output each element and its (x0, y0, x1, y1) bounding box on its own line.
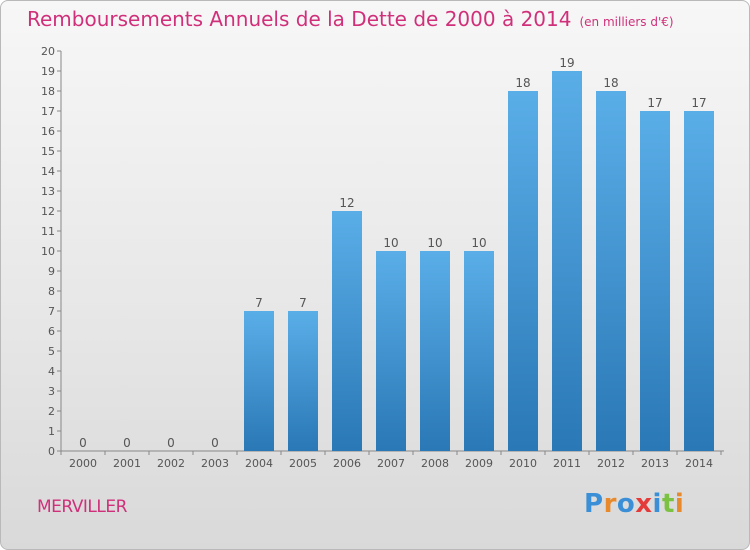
y-tick-label: 9 (48, 265, 55, 278)
x-tick-label: 2011 (553, 457, 581, 470)
bar (376, 251, 406, 451)
y-tick-label: 2 (48, 405, 55, 418)
x-tick-label: 2001 (113, 457, 141, 470)
y-tick-label: 18 (41, 85, 55, 98)
x-tick-label: 2012 (597, 457, 625, 470)
town-name: MERVILLER (37, 497, 127, 517)
bar (464, 251, 494, 451)
data-label: 18 (603, 76, 618, 90)
bar (596, 91, 626, 451)
x-tick-label: 2008 (421, 457, 449, 470)
logo-letter: t (661, 489, 675, 519)
y-tick-label: 20 (41, 45, 55, 58)
bar (640, 111, 670, 451)
x-tick-label: 2006 (333, 457, 361, 470)
y-tick-label: 15 (41, 145, 55, 158)
y-tick-label: 11 (41, 225, 55, 238)
x-tick-label: 2002 (157, 457, 185, 470)
x-tick-label: 2013 (641, 457, 669, 470)
x-tick-label: 2007 (377, 457, 405, 470)
data-label: 12 (339, 196, 354, 210)
y-tick-label: 12 (41, 205, 55, 218)
bar (332, 211, 362, 451)
bar (684, 111, 714, 451)
chart-unit: (en milliers d'€) (579, 15, 674, 29)
y-tick-label: 13 (41, 185, 55, 198)
x-tick-label: 2004 (245, 457, 273, 470)
data-label: 7 (255, 296, 263, 310)
data-label: 17 (647, 96, 662, 110)
x-tick-label: 2009 (465, 457, 493, 470)
data-label: 19 (559, 56, 574, 70)
bar (508, 91, 538, 451)
y-tick-label: 5 (48, 345, 55, 358)
data-label: 17 (691, 96, 706, 110)
logo-letter: i (652, 489, 662, 519)
logo-letter: P (584, 489, 604, 519)
data-label: 7 (299, 296, 307, 310)
proxiti-logo[interactable]: Proxiti (584, 489, 684, 519)
y-tick-label: 1 (48, 425, 55, 438)
chart-title-text: Remboursements Annuels de la Dette de 20… (27, 7, 572, 31)
x-tick-label: 2014 (685, 457, 713, 470)
bar (244, 311, 274, 451)
y-tick-label: 0 (48, 445, 55, 458)
data-label: 10 (471, 236, 486, 250)
logo-letter: i (674, 489, 685, 519)
data-label: 0 (79, 436, 87, 450)
data-label: 0 (211, 436, 219, 450)
logo-letter: x (635, 489, 653, 519)
y-tick-label: 16 (41, 125, 55, 138)
y-tick-label: 17 (41, 105, 55, 118)
x-tick-label: 2000 (69, 457, 97, 470)
y-tick-label: 19 (41, 65, 55, 78)
data-label: 0 (167, 436, 175, 450)
y-tick-label: 10 (41, 245, 55, 258)
data-label: 18 (515, 76, 530, 90)
y-tick-label: 3 (48, 385, 55, 398)
y-tick-label: 4 (48, 365, 55, 378)
bar (288, 311, 318, 451)
y-tick-label: 7 (48, 305, 55, 318)
bars (244, 71, 714, 451)
logo-letter: r (603, 489, 617, 519)
y-tick-label: 6 (48, 325, 55, 338)
value-labels: 0 0 0 0 7 7 12 10 10 10 18 19 18 17 17 (79, 56, 706, 450)
y-tick-label: 8 (48, 285, 55, 298)
bar (420, 251, 450, 451)
x-tick-label: 2005 (289, 457, 317, 470)
x-tick-label: 2010 (509, 457, 537, 470)
x-tick-label: 2003 (201, 457, 229, 470)
bar (552, 71, 582, 451)
data-label: 10 (383, 236, 398, 250)
data-label: 0 (123, 436, 131, 450)
y-tick-label: 14 (41, 165, 55, 178)
chart-title: Remboursements Annuels de la Dette de 20… (27, 7, 674, 31)
data-label: 10 (427, 236, 442, 250)
logo-letter: o (616, 489, 636, 519)
